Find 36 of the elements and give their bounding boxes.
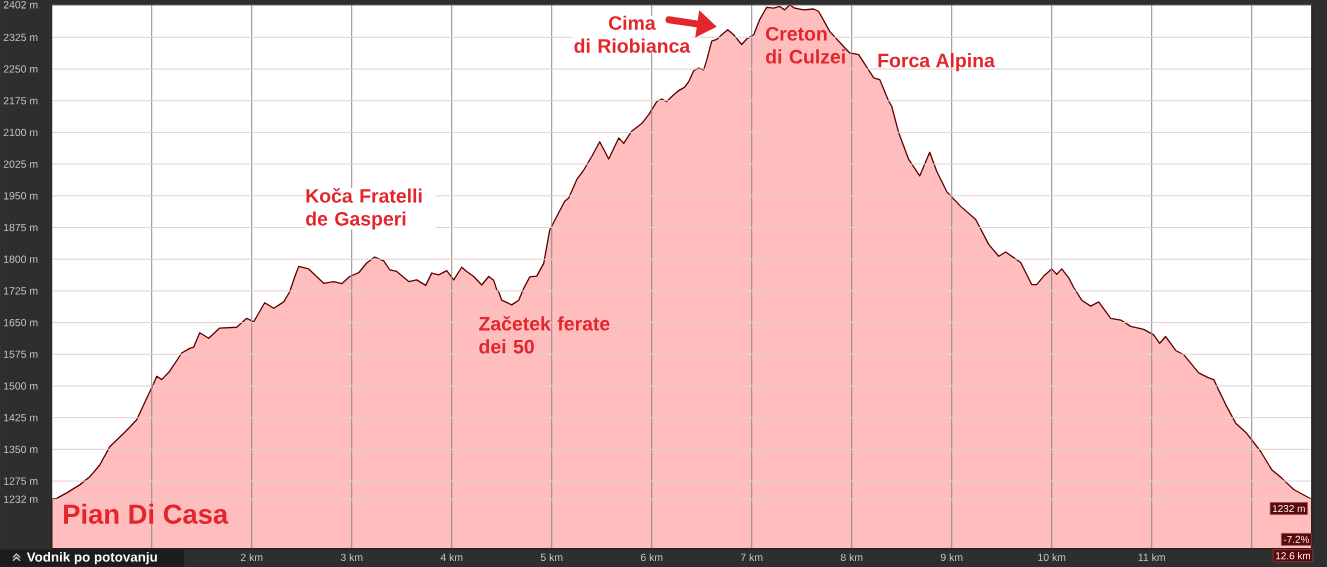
y-tick-label: 2175 m xyxy=(3,97,38,105)
y-tick-label: 2025 m xyxy=(3,160,38,168)
y-tick-label: 2325 m xyxy=(3,33,38,42)
y-tick-label: 2402 m xyxy=(3,1,38,9)
x-tick-label: 9 km xyxy=(940,553,963,562)
y-tick-label: 2250 m xyxy=(3,65,38,73)
x-tick-label: 6 km xyxy=(640,553,663,562)
x-tick-label: 5 km xyxy=(540,553,563,562)
annotation: Cima di Riobianca xyxy=(574,15,691,53)
x-tick-label: 10 km xyxy=(1038,553,1066,562)
y-tick-label: 1350 m xyxy=(4,445,38,454)
annotation: Začetek ferate dei 50 xyxy=(479,315,610,354)
y-tick-label: 1500 m xyxy=(4,382,38,390)
y-tick-label: 1575 m xyxy=(4,350,38,358)
annotation: 1232 m xyxy=(1272,505,1305,513)
y-tick-label: 1650 m xyxy=(4,318,38,327)
y-tick-label: 1875 m xyxy=(4,223,38,232)
y-tick-label: 1232 m xyxy=(4,495,38,503)
annotation: Forca Alpina xyxy=(878,53,995,72)
x-tick-label: 4 km xyxy=(440,553,463,561)
y-tick-label: 1725 m xyxy=(4,287,38,295)
annotation: Creton di Culzei xyxy=(766,26,845,64)
y-tick-label: 2100 m xyxy=(3,128,38,137)
text: Vodnik po potovanju xyxy=(26,551,157,565)
text: 12.6 km xyxy=(1276,551,1311,560)
y-tick-label: 1425 m xyxy=(4,413,38,422)
x-tick-label: 11 km xyxy=(1138,553,1165,561)
y-tick-label: 1950 m xyxy=(4,192,38,200)
y-tick-label: 1800 m xyxy=(4,255,38,263)
y-tick-label: 1275 m xyxy=(4,477,38,485)
x-tick-label: 3 km xyxy=(340,553,363,562)
x-tick-label: 2 km xyxy=(240,553,263,561)
x-tick-label: 8 km xyxy=(840,553,863,562)
annotation: Koča Fratelli de Gasperi xyxy=(306,188,422,230)
x-tick-label: 7 km xyxy=(740,553,763,561)
annotation: -7.2% xyxy=(1283,535,1310,543)
